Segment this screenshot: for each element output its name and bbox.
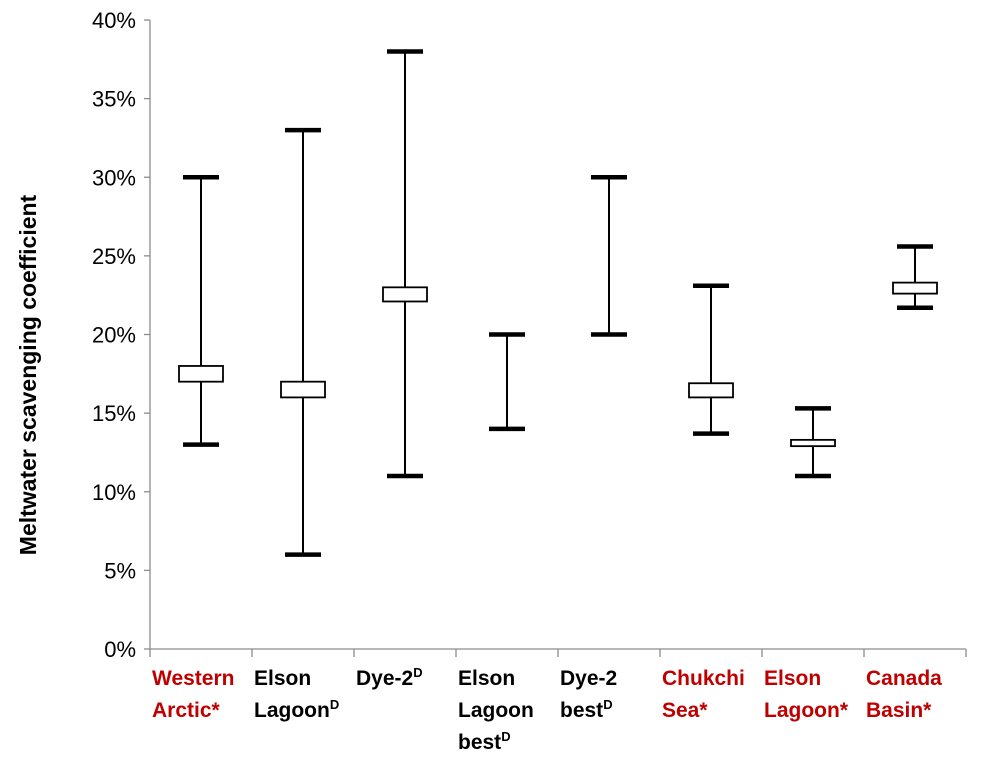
x-category-label: Chukchi Sea*	[662, 667, 745, 722]
x-category-label: Western Arctic*	[152, 667, 234, 722]
y-axis: 0% 5% 10% 15% 20% 25% 30% 35% 40%	[92, 8, 151, 662]
range-mark	[688, 283, 734, 436]
range-mark	[489, 332, 525, 432]
x-category-line: Western	[152, 667, 234, 690]
x-category-line: Elson	[764, 667, 821, 690]
x-category-line: Chukchi	[662, 667, 745, 690]
range-mark	[591, 175, 627, 337]
x-category-line: Lagoon	[458, 699, 534, 722]
range-box	[688, 382, 734, 399]
x-category-line: Dye-2	[356, 667, 413, 690]
y-tick-label: 30%	[92, 165, 136, 190]
range-box	[382, 286, 428, 303]
range-mark	[382, 49, 428, 479]
range-box	[178, 365, 224, 383]
y-tick-label: 0%	[104, 637, 136, 662]
x-category-line: Lagoon*	[764, 699, 849, 722]
x-category-line: Basin*	[866, 699, 932, 722]
y-tick-label: 5%	[104, 558, 136, 583]
x-category-line: Elson	[254, 667, 311, 690]
x-category-line: Lagoon	[254, 699, 330, 722]
y-tick-label: 20%	[92, 323, 136, 348]
y-axis-label: Meltwater scavenging coefficient	[15, 194, 41, 555]
chart-marks	[178, 49, 938, 557]
x-category-line: Sea*	[662, 699, 708, 722]
y-tick-label: 15%	[92, 401, 136, 426]
range-box	[892, 281, 938, 295]
range-mark	[280, 127, 326, 557]
x-category-label: Elson LagoonD	[254, 667, 339, 722]
x-category-line: Arctic*	[152, 699, 221, 722]
x-category-label: Dye-2 bestD	[560, 667, 617, 722]
range-box	[280, 380, 326, 399]
x-category-superscript: D	[603, 697, 612, 712]
y-tick-label: 35%	[92, 87, 136, 112]
x-category-superscript: D	[413, 665, 422, 680]
x-category-line: best	[458, 731, 501, 754]
x-category-line: best	[560, 699, 603, 722]
y-tick-label: 10%	[92, 480, 136, 505]
x-category-label: Canada Basin*	[866, 667, 942, 722]
x-category-line: Canada	[866, 667, 942, 690]
x-category-label: Dye-2D	[356, 665, 423, 690]
range-box	[790, 438, 836, 448]
x-category-label: Elson Lagoon*	[764, 667, 849, 722]
y-tick-label: 40%	[92, 8, 136, 33]
x-category-label: Elson Lagoon bestD	[458, 667, 534, 754]
x-category-line: Dye-2	[560, 667, 617, 690]
range-mark	[790, 406, 836, 479]
x-category-superscript: D	[330, 697, 339, 712]
range-mark	[178, 175, 224, 447]
x-category-line: Elson	[458, 667, 515, 690]
y-tick-label: 25%	[92, 244, 136, 269]
x-category-superscript: D	[501, 729, 510, 744]
range-mark	[892, 244, 938, 311]
